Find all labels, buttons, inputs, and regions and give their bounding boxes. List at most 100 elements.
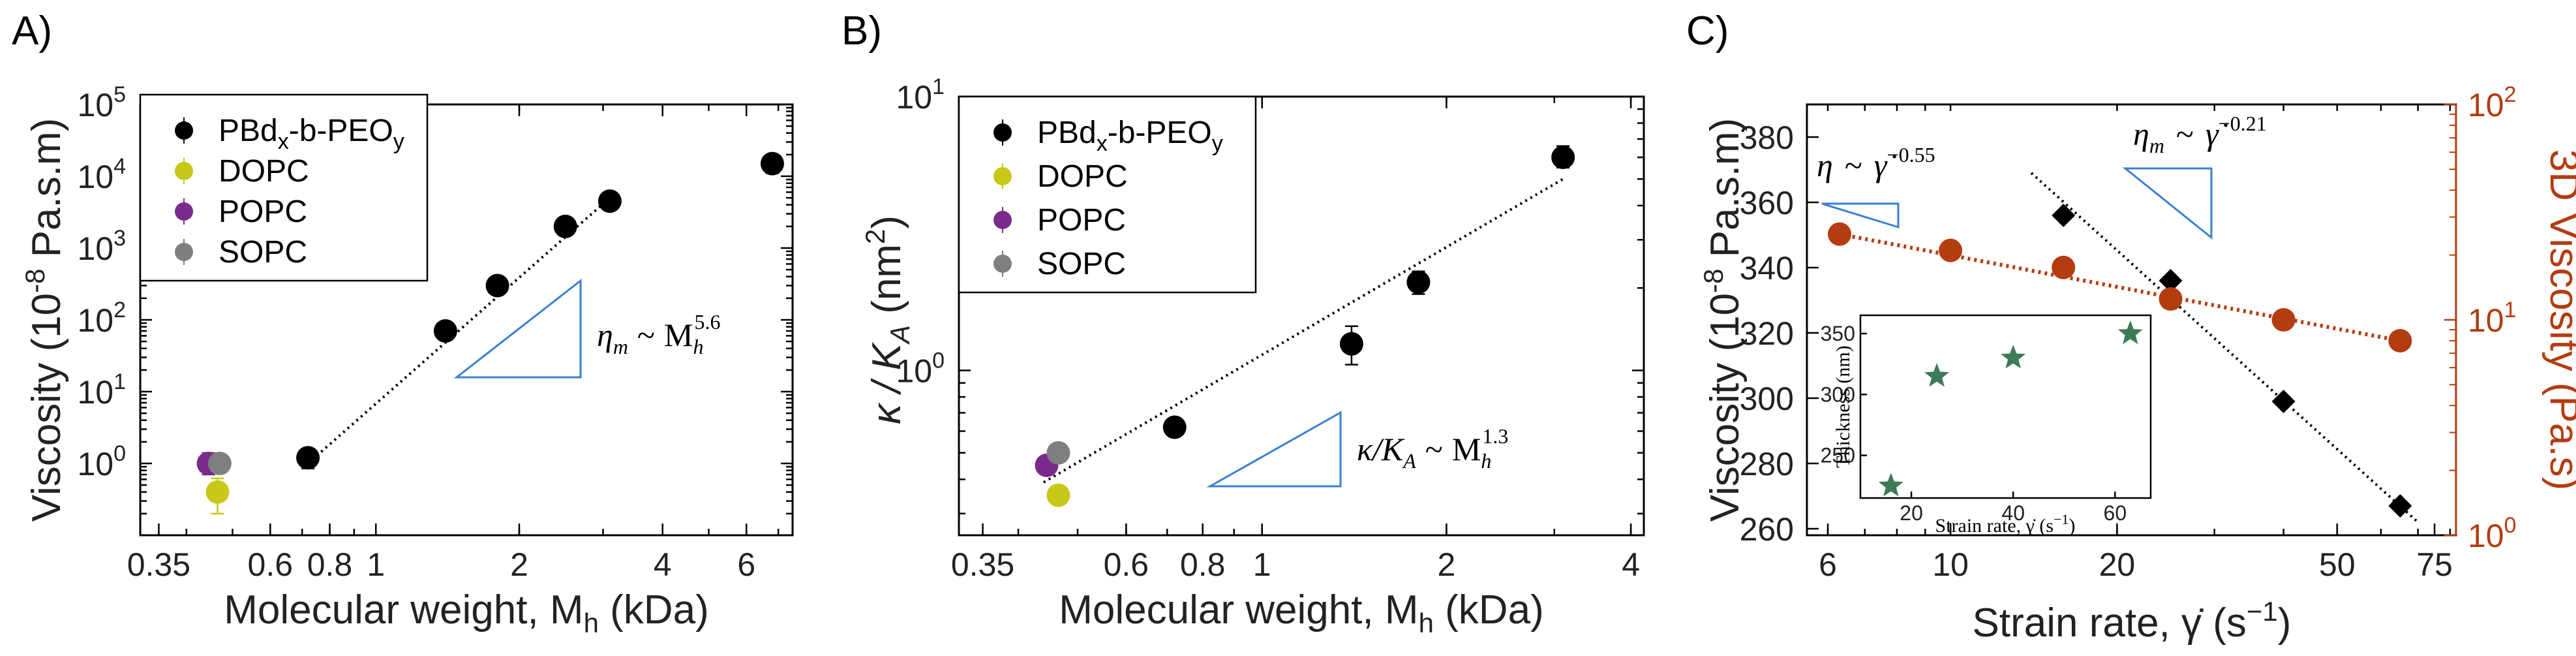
y-tick-label: 340 [1740, 250, 1794, 287]
panel-b-plot-area [958, 95, 1645, 537]
panel-a-annotation: ηm ~ Mh5.6 [597, 310, 720, 358]
inset-star-point [1924, 363, 1950, 387]
right-y-tick-label: 101 [2468, 298, 2517, 339]
fit-line [1042, 178, 1564, 484]
tick-label-base: 10 [2468, 87, 2504, 123]
legend-label: SOPC [1037, 247, 1126, 281]
panel-a-y-axis-label: Viscosity (10-8 Pa.s.m) [20, 118, 69, 522]
tick-label-base: 10 [77, 446, 114, 482]
data-point-pbdx-b-peoy [485, 273, 509, 298]
x-tick-label: 50 [2319, 546, 2356, 583]
tick-label-base: 10 [2468, 302, 2504, 339]
tick-label: 100 [896, 348, 945, 389]
legend-label-part: -b-PEO [1108, 116, 1212, 150]
tick-label-exponent: 1 [932, 74, 945, 99]
data-point-pbdx-b-peoy [1339, 332, 1363, 356]
tick-label-exponent: 1 [2504, 298, 2517, 322]
inset-x-tick-label: 40 [2001, 501, 2025, 525]
tick-label: 101 [896, 74, 945, 116]
tick-label: 100 [77, 441, 126, 482]
x-tick-label: 0.6 [1104, 546, 1149, 583]
inset-points [1878, 320, 2143, 497]
data-point-circle [1828, 222, 1852, 246]
panel-c-slope-triangle-left [1821, 202, 1900, 229]
panel-a-label: A) [12, 8, 52, 54]
inset-star-point [2001, 345, 2026, 369]
panel-c-y-axis-label: Viscosity (10-8 Pa.s.m) [1698, 118, 1748, 522]
panel-c-y-ticks: 260 280 300 320 340 360 380 [1740, 119, 1819, 548]
data-point-pbdx-b-peoy [598, 189, 622, 213]
tick-label-base: 10 [77, 302, 114, 339]
right-y-tick-label: 100 [2468, 513, 2517, 554]
tick-label-exponent: 2 [2504, 82, 2517, 107]
x-tick-label: 0.35 [127, 546, 190, 583]
fit-line [307, 196, 611, 465]
x-tick-label: 6 [1819, 546, 1837, 583]
y-tick-label: 280 [1740, 446, 1794, 482]
x-tick-label: 4 [1622, 546, 1640, 583]
panel-c-inset: 20 40 60 250 300 350 Strain rate, γ̇ (s−1) T… [1821, 314, 2152, 537]
panel-c-right-y-axis-label: 3D Viscosity (Pa.s) [2541, 149, 2576, 491]
x-tick-label: 4 [654, 546, 672, 583]
x-tick-label: 0.35 [951, 546, 1014, 583]
panel-a-x-ticks: 0.35 0.6 0.8 1 2 4 6 [127, 104, 780, 583]
tick-label-base: 10 [77, 374, 114, 411]
tick-label: 102 [77, 298, 126, 339]
panel-c-annotation-left: η ~ γ̇−0.55 [1817, 143, 1935, 183]
tick-label-base: 10 [77, 230, 114, 267]
tick-label-base: 10 [896, 352, 932, 389]
legend-marker [175, 202, 193, 221]
data-point-diamond [2388, 494, 2412, 518]
panel-c-annotation-top: ηm ~ γ̇−0.21 [2133, 112, 2267, 157]
inset-y-tick-label: 250 [1821, 444, 1855, 467]
tick-label-base: 10 [2468, 518, 2504, 554]
inset-y-axis-label: Thickness (nm) [1832, 345, 1854, 467]
inset-y-tick-label: 300 [1821, 383, 1855, 406]
legend-marker [993, 255, 1012, 273]
data-point-circle [1939, 238, 1963, 262]
tick-label: 104 [77, 154, 126, 195]
panel-c-label: C) [1686, 8, 1729, 54]
legend-label: DOPC [1037, 159, 1128, 194]
x-tick-label: 10 [1932, 546, 1969, 583]
legend-marker [993, 211, 1012, 229]
y-tick-label: 360 [1740, 185, 1794, 221]
inset-x-tick-label: 60 [2104, 501, 2127, 525]
inset-x-ticks: 20 40 60 [1900, 492, 2127, 525]
data-point-pbdx-b-peoy [433, 319, 457, 343]
legend-marker [993, 167, 1012, 185]
legend-label: SOPC [219, 235, 307, 270]
data-point-dopc [205, 480, 230, 504]
legend-label-sub: y [393, 129, 404, 154]
x-tick-label: 2 [510, 546, 528, 583]
legend-marker [175, 162, 193, 180]
data-point-pbdx-b-peoy [1406, 270, 1431, 294]
y-tick-label: 300 [1740, 381, 1794, 417]
data-point-circle [2159, 287, 2183, 311]
data-point-pbdx-b-peoy [553, 214, 577, 238]
panel-c-points [1828, 204, 2412, 518]
tick-label: 105 [77, 82, 126, 123]
inset-star-point [2117, 320, 2143, 345]
data-point-circle [2271, 308, 2296, 332]
x-tick-label: 6 [737, 546, 755, 583]
tick-label-exponent: 2 [114, 298, 126, 322]
legend-label: POPC [1037, 203, 1126, 238]
panel-b-fit-group [1042, 178, 1564, 484]
legend-label-part: PBd [219, 114, 278, 148]
inset-star-point [1878, 473, 1903, 497]
tick-label-exponent: 4 [114, 154, 126, 179]
legend-label-part: -b-PEO [289, 114, 393, 148]
tick-label-base: 10 [77, 159, 114, 195]
panel-b-x-axis-label: Molecular weight, Mh (kDa) [1059, 587, 1543, 638]
inset-x-axis-label: Strain rate, γ̇ (s−1) [1935, 511, 2076, 537]
x-tick-label: 1 [367, 546, 385, 583]
legend-label-sub: x [1097, 131, 1108, 156]
panel-a-x-axis-label: Molecular weight, Mh (kDa) [224, 587, 708, 638]
inset-plot-area [1859, 314, 2152, 499]
